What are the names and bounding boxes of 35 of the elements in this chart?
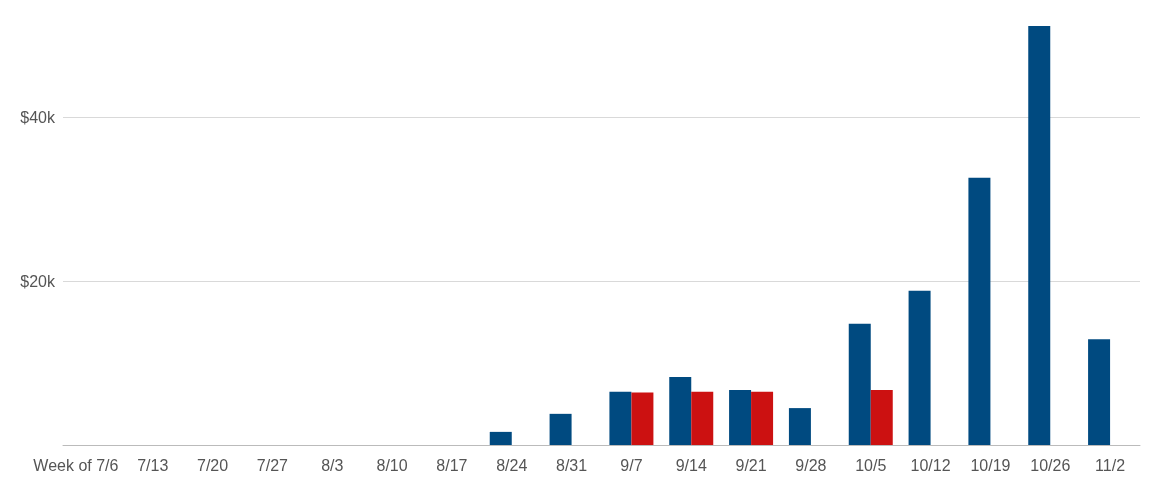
x-tick-label: 9/7 bbox=[620, 456, 643, 474]
bar bbox=[489, 431, 512, 445]
x-tick-label: 8/3 bbox=[321, 456, 344, 474]
y-tick-label: $20k bbox=[20, 272, 56, 290]
x-tick-label: 7/13 bbox=[137, 456, 169, 474]
bar bbox=[968, 177, 991, 445]
bar bbox=[908, 290, 931, 445]
x-tick-label: 10/19 bbox=[970, 456, 1011, 474]
bar bbox=[870, 390, 893, 445]
x-tick-label: 10/26 bbox=[1030, 456, 1071, 474]
bar bbox=[549, 413, 572, 445]
bar bbox=[1028, 26, 1051, 445]
bar bbox=[1088, 339, 1111, 445]
x-tick-label: 9/21 bbox=[735, 456, 767, 474]
x-tick-label: 7/20 bbox=[197, 456, 229, 474]
x-tick-label: 9/28 bbox=[795, 456, 827, 474]
x-tick-label: 9/14 bbox=[675, 456, 707, 474]
bar bbox=[751, 391, 774, 445]
x-tick-label: 10/12 bbox=[910, 456, 951, 474]
bar bbox=[729, 390, 752, 445]
bar bbox=[788, 408, 811, 445]
bar bbox=[631, 392, 654, 445]
x-tick-label: 8/10 bbox=[376, 456, 408, 474]
x-tick-label: 11/2 bbox=[1095, 456, 1126, 474]
bar bbox=[609, 391, 632, 445]
bar bbox=[669, 376, 692, 445]
x-tick-label: 8/31 bbox=[556, 456, 588, 474]
x-tick-label: 8/24 bbox=[496, 456, 528, 474]
bar bbox=[691, 391, 714, 445]
x-tick-label: 8/17 bbox=[436, 456, 468, 474]
x-tick-label: 7/27 bbox=[256, 456, 289, 474]
y-tick-label: $40k bbox=[20, 108, 56, 126]
x-tick-label: Week of 7/6 bbox=[33, 456, 119, 474]
bar bbox=[848, 323, 871, 445]
x-tick-label: 10/5 bbox=[855, 456, 887, 474]
